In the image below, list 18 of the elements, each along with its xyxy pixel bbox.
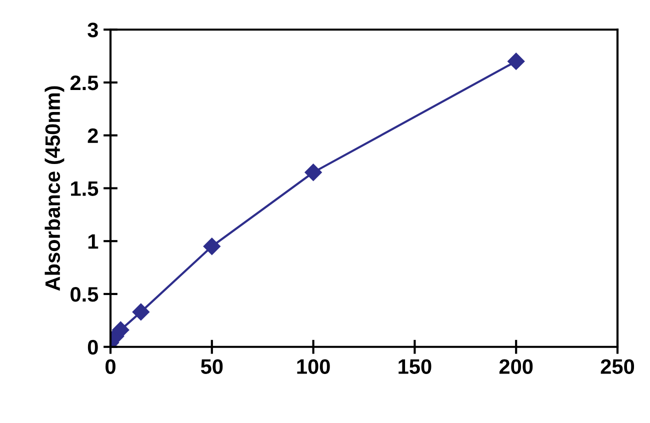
point — [508, 52, 525, 70]
y-tick-label: 2.5 — [70, 75, 98, 90]
y-tick-label: 0.5 — [70, 286, 98, 302]
y-tick-label: 2 — [88, 128, 98, 143]
point — [203, 238, 220, 255]
x-tick-label: 250 — [600, 359, 634, 374]
x-tick-label: 200 — [499, 359, 533, 374]
x-tick-label: 50 — [200, 359, 223, 374]
y-tick-label: 1 — [88, 234, 98, 249]
y-tick-label: 3 — [88, 22, 98, 38]
y-tick-label: 1.5 — [71, 181, 98, 196]
y-axis-title: Absorbance (450nm) — [44, 86, 64, 291]
x-tick-label: 150 — [398, 359, 432, 374]
x-tick-label: 0 — [106, 359, 116, 374]
x-tick-label: 100 — [297, 359, 330, 374]
point — [304, 164, 322, 181]
y-tick-label: 0 — [88, 340, 98, 355]
point — [132, 303, 150, 321]
